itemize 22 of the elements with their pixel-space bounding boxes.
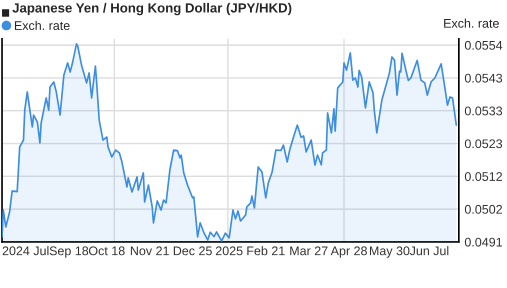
x-tick-label: Jun bbox=[410, 246, 429, 256]
x-tick-label: Jul bbox=[433, 246, 448, 256]
x-tick-label: Dec 25 bbox=[174, 246, 212, 256]
x-tick-label: Nov 21 bbox=[130, 246, 169, 256]
chart-title: Japanese Yen / Hong Kong Dollar (JPY/HKD) bbox=[12, 2, 292, 16]
y-tick-label: 0.0554 bbox=[464, 40, 502, 50]
legend-label: Exch. rate bbox=[14, 20, 70, 30]
x-tick-label: Sep 18 bbox=[50, 246, 88, 258]
x-tick-label: May 30 bbox=[370, 246, 410, 258]
x-tick-label: Mar 27 bbox=[290, 246, 328, 256]
x-tick-label: 2025 bbox=[216, 246, 243, 256]
y-axis-title: Exch. rate bbox=[444, 18, 499, 28]
y-tick-label: 0.0523 bbox=[464, 139, 502, 148]
y-tick-label: 0.0491 bbox=[464, 238, 502, 247]
y-tick-label: 0.0512 bbox=[464, 172, 502, 181]
x-tick-label: 2024 Jul bbox=[2, 246, 48, 256]
y-tick-label: 0.0533 bbox=[464, 106, 502, 116]
x-tick-label: Apr 28 bbox=[330, 246, 367, 258]
y-tick-label: 0.0543 bbox=[464, 74, 502, 83]
y-tick-label: 0.0502 bbox=[464, 204, 502, 214]
x-tick-label: Feb 21 bbox=[247, 246, 285, 256]
x-tick-label: Oct 18 bbox=[88, 246, 125, 256]
